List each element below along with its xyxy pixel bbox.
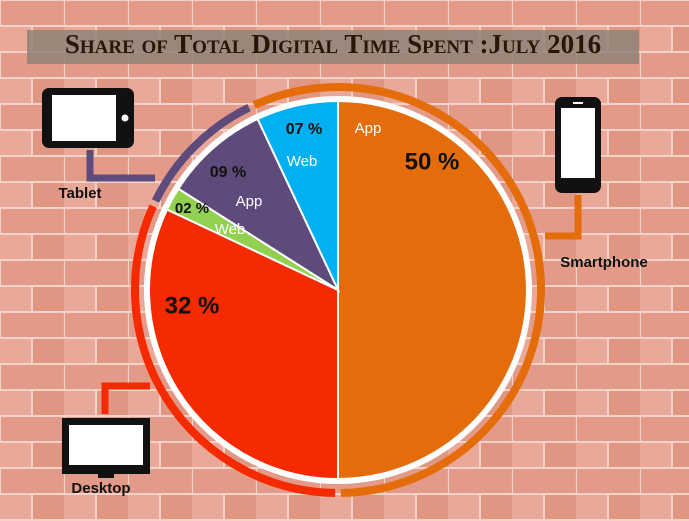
category-label: App: [236, 193, 263, 210]
device-ring: [131, 204, 336, 497]
chart-title: Share of Total Digital Time Spent :July …: [65, 29, 601, 59]
device-ring: [252, 83, 545, 497]
device-label: Tablet: [58, 185, 101, 202]
category-label: App: [355, 120, 382, 137]
category-label: Web: [287, 153, 318, 170]
value-label: 07 %: [286, 121, 322, 138]
desktop-icon: [62, 382, 150, 478]
pie: [131, 83, 545, 497]
title-box: [27, 30, 639, 64]
slice: [148, 208, 339, 481]
device-label: Desktop: [71, 480, 130, 497]
slice-labels: 07 % Web App 50 % 32 % 02 % Web 09 % App: [165, 120, 460, 319]
slice: [337, 99, 528, 481]
device-label: Smartphone: [560, 254, 648, 271]
slice: [177, 117, 341, 293]
device-ring: [151, 103, 251, 203]
value-label: 50 %: [405, 148, 460, 175]
tablet-icon: [42, 88, 155, 182]
smartphone-icon: [545, 97, 601, 240]
category-label: Web: [215, 221, 246, 238]
value-label: 02 %: [175, 200, 209, 217]
value-label: 09 %: [210, 164, 246, 181]
value-label: 32 %: [165, 292, 220, 319]
